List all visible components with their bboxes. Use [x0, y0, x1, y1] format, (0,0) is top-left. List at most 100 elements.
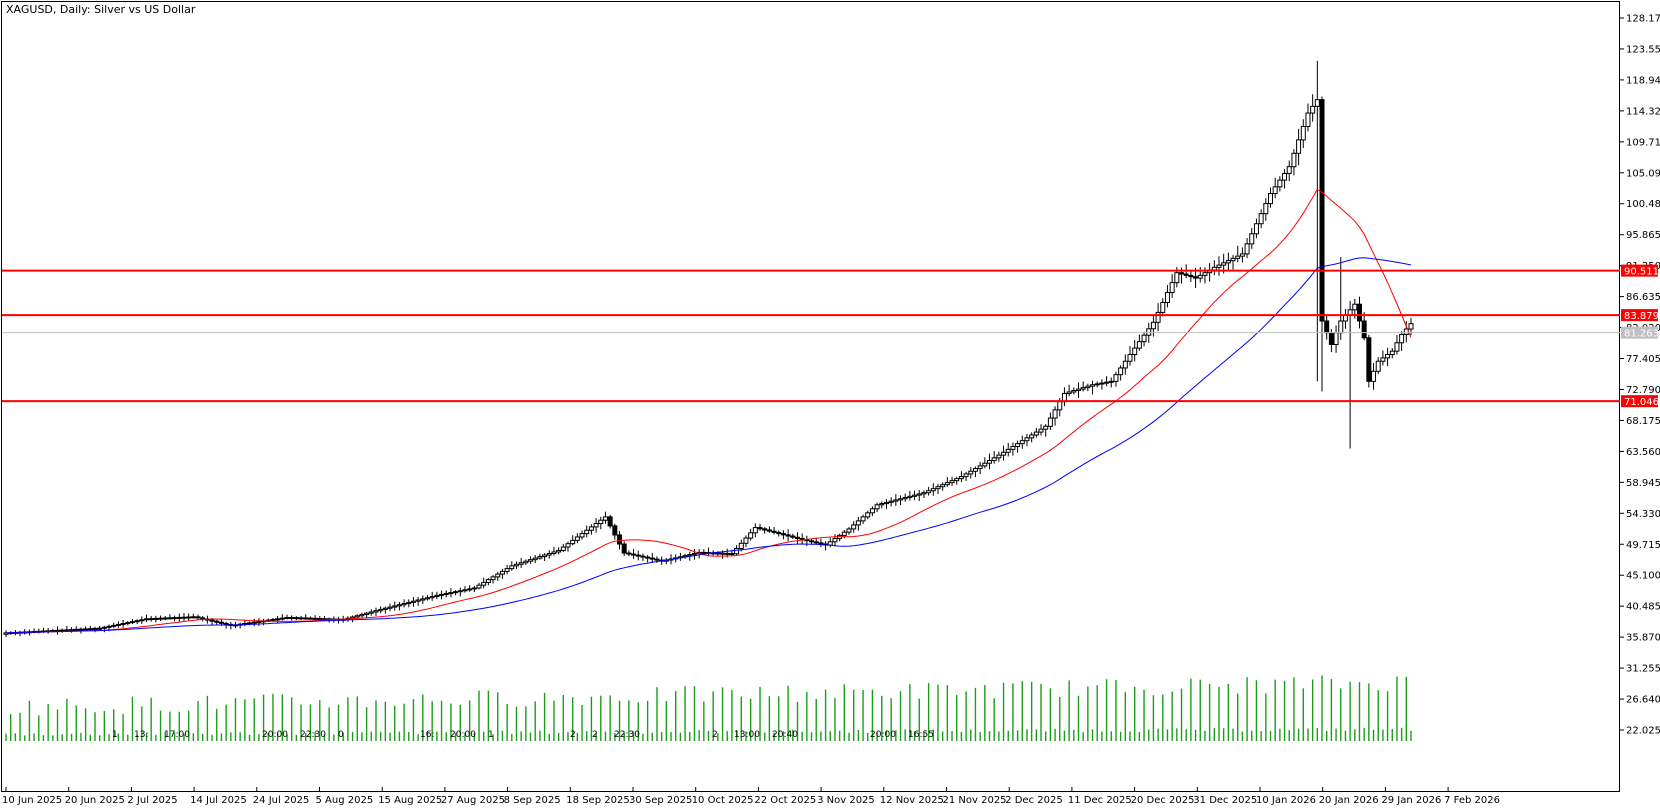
candle-body	[996, 454, 1002, 459]
candle	[1108, 377, 1114, 388]
candle	[364, 611, 370, 618]
candle	[101, 625, 107, 633]
candle	[144, 614, 149, 623]
candle-body	[542, 554, 548, 558]
period-marker: 22:30	[300, 730, 326, 740]
period-marker: 16:55	[908, 730, 934, 740]
candle	[1356, 296, 1362, 329]
candle-body	[467, 588, 473, 591]
candle	[818, 538, 824, 548]
candle	[298, 615, 304, 621]
candle-body	[1253, 223, 1259, 235]
candle-body	[1399, 333, 1405, 344]
candle-body	[1324, 320, 1330, 334]
candle	[1094, 381, 1100, 388]
candle	[1244, 237, 1250, 259]
candle	[1300, 119, 1306, 149]
ma-slow-line	[5, 257, 1412, 634]
candle-body	[898, 498, 904, 501]
candle-body	[396, 604, 402, 607]
candle	[1085, 383, 1091, 392]
candle	[1132, 339, 1138, 362]
candle-body	[1075, 388, 1081, 392]
candle	[1164, 285, 1170, 308]
candle-body	[1066, 391, 1072, 394]
candle	[1366, 334, 1372, 388]
candle-body	[1394, 342, 1400, 352]
price-tick-label: 86.635	[1626, 292, 1660, 303]
candle-body	[359, 613, 365, 617]
candle	[612, 523, 618, 540]
candle-body	[766, 529, 772, 532]
candle-body	[270, 618, 276, 621]
candle	[83, 626, 89, 632]
candle	[1310, 94, 1316, 122]
price-tick-label: 114.325	[1626, 106, 1660, 117]
candle	[823, 541, 829, 551]
candle	[912, 490, 918, 501]
candle-body	[1389, 350, 1395, 356]
candle-body	[1352, 303, 1358, 311]
candle-body	[991, 457, 997, 462]
candle-body	[490, 576, 496, 581]
candle	[476, 582, 482, 590]
candle-body	[312, 617, 318, 620]
candle-body	[813, 541, 819, 544]
candle-body	[415, 599, 421, 602]
candle-body	[1052, 409, 1058, 419]
date-tick-label: 3 Nov 2025	[817, 795, 875, 806]
candle-body	[471, 587, 477, 590]
candle-body	[691, 553, 697, 556]
candle	[378, 606, 384, 614]
candle-body	[167, 617, 173, 620]
candle	[1160, 298, 1166, 317]
candle	[640, 553, 646, 561]
candle-body	[59, 629, 65, 632]
candle	[1136, 334, 1142, 351]
candle-body	[1263, 203, 1269, 215]
candle-body	[1356, 303, 1362, 322]
candle-body	[640, 555, 646, 558]
period-marker: 1	[112, 730, 118, 740]
candle	[434, 591, 440, 600]
price-tick-label: 26.640	[1626, 695, 1660, 706]
candle-body	[64, 629, 70, 632]
candle-body	[1371, 370, 1377, 382]
candle-body	[368, 611, 374, 614]
candle	[120, 619, 126, 628]
candle	[401, 599, 407, 608]
candle-body	[743, 537, 749, 544]
candle-body	[1385, 354, 1391, 359]
candle-body	[251, 621, 257, 624]
candle-body	[504, 568, 510, 572]
candle-body	[354, 615, 360, 618]
candle	[940, 482, 946, 491]
candle	[1347, 300, 1353, 449]
candle-body	[649, 557, 655, 560]
candle-body	[1099, 382, 1105, 385]
candle-body	[1010, 445, 1016, 450]
candle-body	[987, 460, 992, 464]
price-tick-label: 77.405	[1626, 354, 1660, 365]
candle	[916, 489, 922, 501]
candle-body	[1305, 112, 1311, 127]
candle	[462, 586, 468, 593]
candle-body	[841, 531, 847, 536]
candle-body	[1258, 213, 1264, 225]
candle	[1380, 350, 1386, 366]
candle	[195, 614, 201, 621]
candle-body	[907, 495, 913, 499]
candle-body	[429, 596, 435, 599]
candle-body	[1202, 272, 1208, 276]
candle-body	[1244, 243, 1250, 255]
candle	[111, 622, 117, 629]
candle-body	[1001, 451, 1007, 456]
candle	[87, 625, 93, 632]
candle	[1010, 442, 1016, 456]
date-tick-label: 14 Jul 2025	[190, 795, 247, 806]
candle-body	[926, 490, 932, 494]
candle	[663, 558, 669, 565]
candle	[621, 541, 627, 557]
